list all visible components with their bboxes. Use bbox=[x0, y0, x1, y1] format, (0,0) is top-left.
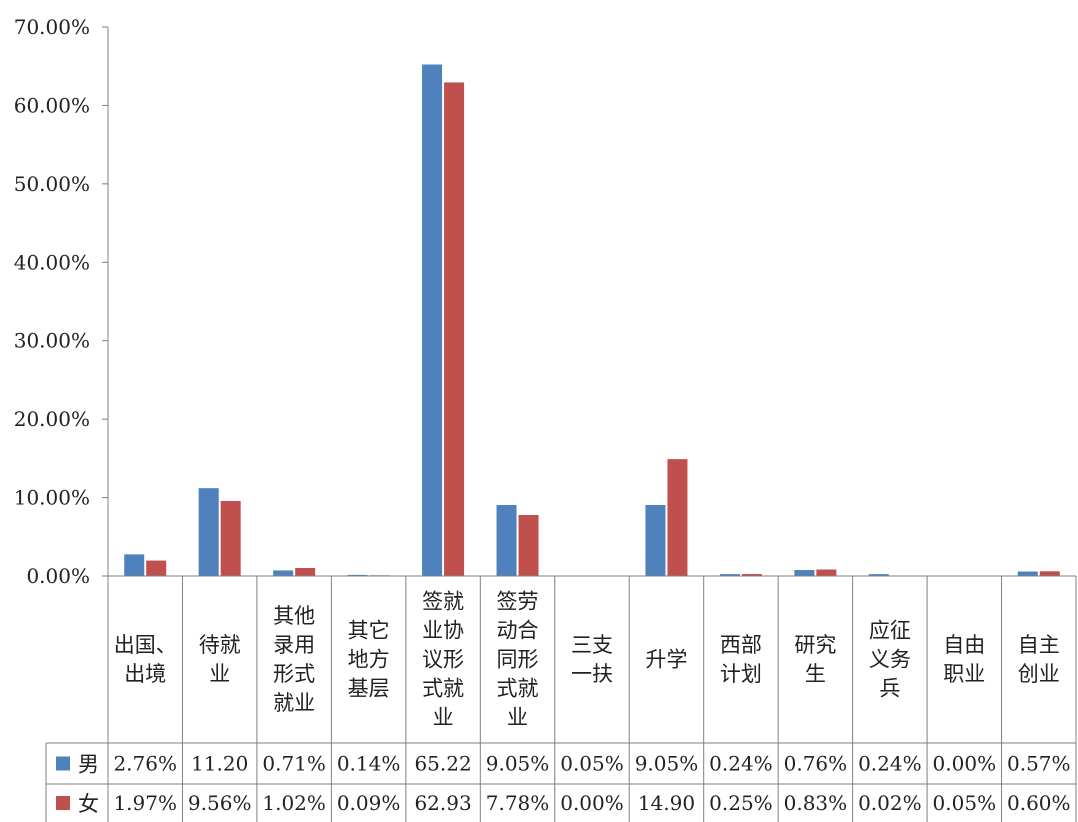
data-label: 0.24% bbox=[858, 752, 922, 776]
bar-female bbox=[816, 569, 837, 576]
data-label: 9.05% bbox=[635, 752, 699, 776]
bar-female bbox=[741, 574, 762, 576]
bar-female bbox=[667, 459, 688, 576]
y-tick-label: 70.00% bbox=[14, 15, 90, 39]
y-tick-label: 30.00% bbox=[14, 329, 90, 353]
data-label: 2.76% bbox=[113, 752, 177, 776]
y-tick-label: 40.00% bbox=[14, 250, 90, 274]
y-tick-label: 50.00% bbox=[14, 172, 90, 196]
category-label: 兵 bbox=[879, 677, 900, 701]
bar-male bbox=[422, 64, 443, 576]
data-label: 0.00% bbox=[560, 791, 624, 815]
bar-male bbox=[1017, 571, 1038, 576]
data-label: 0.05% bbox=[560, 752, 624, 776]
category-label: 其他 bbox=[273, 604, 315, 628]
y-tick-label: 60.00% bbox=[14, 93, 90, 117]
data-label: 65.22 bbox=[414, 752, 471, 776]
category-label: 动合 bbox=[497, 619, 539, 643]
category-label: 义务 bbox=[869, 648, 911, 672]
data-label: 0.02% bbox=[858, 791, 922, 815]
data-label: 0.24% bbox=[709, 752, 773, 776]
legend-label-female: 女 bbox=[78, 792, 99, 816]
y-tick-label: 20.00% bbox=[14, 407, 90, 431]
bar-male bbox=[496, 505, 517, 576]
data-label: 11.20 bbox=[191, 752, 248, 776]
category-label: 待就 bbox=[199, 633, 241, 657]
data-label: 7.78% bbox=[486, 791, 550, 815]
category-label: 同形 bbox=[497, 648, 539, 672]
data-label: 0.14% bbox=[337, 752, 401, 776]
category-label: 应征 bbox=[869, 619, 911, 643]
data-label: 1.02% bbox=[262, 791, 326, 815]
category-label: 地方 bbox=[348, 648, 390, 672]
bar-male bbox=[719, 574, 740, 576]
bar-male bbox=[645, 505, 666, 576]
bar-female bbox=[295, 568, 316, 576]
category-labels: 出国、出境待就业其他录用形式就业其它地方基层签就业协议形式就业签劳动合同形式就业… bbox=[114, 590, 1060, 730]
category-label: 职业 bbox=[943, 662, 985, 686]
data-label: 0.76% bbox=[784, 752, 848, 776]
bar-female bbox=[146, 560, 167, 576]
category-label: 业 bbox=[209, 662, 230, 686]
category-label: 自由 bbox=[943, 633, 985, 657]
category-label: 生 bbox=[805, 662, 826, 686]
bar-female bbox=[518, 514, 539, 576]
bar-male bbox=[868, 574, 889, 576]
chart-bars bbox=[124, 64, 1060, 576]
data-label: 0.25% bbox=[709, 791, 773, 815]
category-label: 业协 bbox=[422, 619, 464, 643]
data-label: 0.00% bbox=[933, 752, 997, 776]
data-label: 14.90 bbox=[638, 791, 695, 815]
data-label: 9.56% bbox=[188, 791, 252, 815]
bar-male bbox=[273, 570, 294, 576]
data-label: 62.93 bbox=[414, 791, 471, 815]
category-label: 升学 bbox=[645, 648, 687, 672]
category-label: 创业 bbox=[1018, 662, 1060, 686]
category-label: 基层 bbox=[348, 677, 390, 701]
y-tick-label: 10.00% bbox=[14, 486, 90, 510]
category-label: 其它 bbox=[348, 619, 390, 643]
bar-female bbox=[220, 501, 241, 576]
data-label: 0.71% bbox=[262, 752, 326, 776]
category-label: 西部 bbox=[720, 633, 762, 657]
data-label: 0.57% bbox=[1007, 752, 1071, 776]
data-label: 0.05% bbox=[933, 791, 997, 815]
data-label: 0.83% bbox=[784, 791, 848, 815]
category-label: 计划 bbox=[720, 662, 762, 686]
category-label: 业 bbox=[507, 706, 528, 730]
bar-male bbox=[794, 570, 815, 576]
data-label: 0.60% bbox=[1007, 791, 1071, 815]
data-label: 9.05% bbox=[486, 752, 550, 776]
category-label: 业 bbox=[433, 706, 454, 730]
bar-female bbox=[1039, 571, 1060, 576]
category-label: 录用 bbox=[273, 633, 315, 657]
legend-swatch-male bbox=[56, 756, 70, 771]
category-label: 三支 bbox=[571, 633, 613, 657]
legend-label-male: 男 bbox=[78, 753, 99, 777]
category-label: 出国、 bbox=[114, 633, 177, 657]
category-label: 就业 bbox=[273, 691, 315, 715]
y-axis-ticks: 0.00% 10.00% 20.00% 30.00% 40.00% 50.00% 60.00… bbox=[14, 15, 108, 588]
bar-male bbox=[124, 554, 145, 576]
category-label: 签就 bbox=[422, 590, 464, 614]
y-tick-label: 0.00% bbox=[26, 564, 90, 588]
bar-male bbox=[198, 488, 219, 576]
category-label: 议形 bbox=[422, 648, 464, 672]
category-label: 出境 bbox=[124, 662, 166, 686]
category-label: 签劳 bbox=[497, 590, 539, 614]
legend-swatch-female bbox=[56, 796, 70, 810]
bar-male bbox=[347, 574, 368, 576]
category-label: 一扶 bbox=[571, 662, 613, 686]
category-label: 式就 bbox=[422, 677, 464, 701]
data-label: 1.97% bbox=[113, 791, 177, 815]
category-label: 研究 bbox=[794, 633, 836, 657]
data-label: 0.09% bbox=[337, 791, 401, 815]
category-label: 式就 bbox=[497, 677, 539, 701]
category-label: 自主 bbox=[1018, 633, 1060, 657]
category-label: 形式 bbox=[273, 662, 315, 686]
bar-female bbox=[444, 82, 465, 576]
data-table: 男 2.76% 11.20 0.71% 0.14% 65.22 9.05% 0.05% 9.05… bbox=[45, 575, 1077, 822]
